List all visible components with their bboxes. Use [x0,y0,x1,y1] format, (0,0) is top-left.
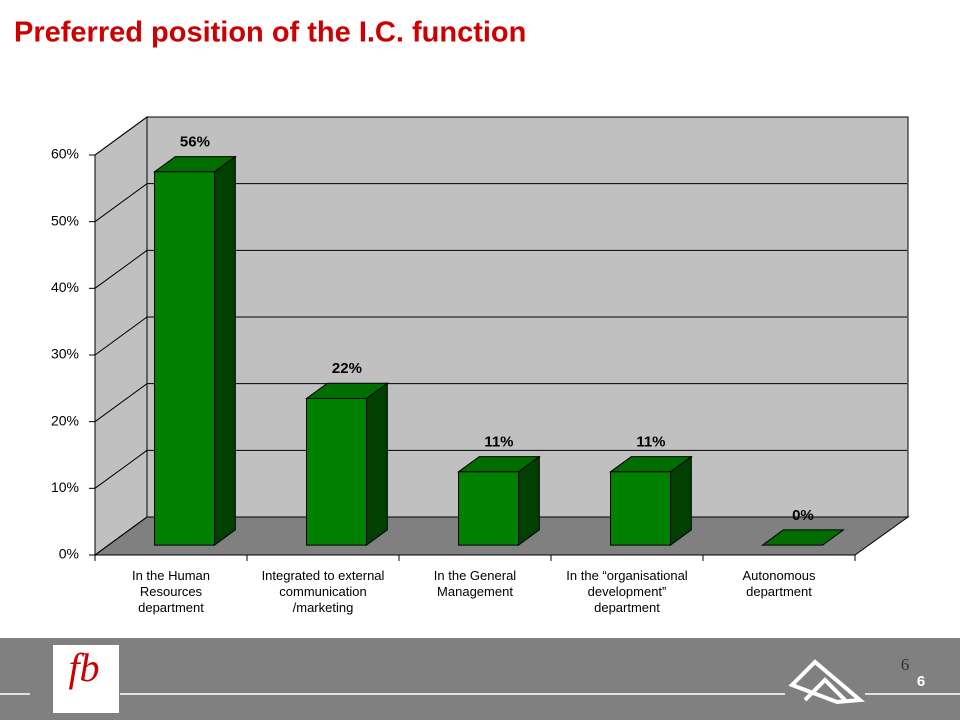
value-label: 11% [484,434,513,451]
bar [610,471,672,546]
x-tick-label: In the Human Resources department [131,568,211,615]
x-tick-label: In the “organisational development” depa… [566,568,688,615]
grid-line [94,116,148,156]
slide-number: 6 [917,673,925,690]
logo-text: fb [68,645,99,690]
x-tick-label: Autonomous department [742,568,816,599]
x-tick-label: Integrated to external communication /ma… [261,568,385,615]
footer-band [0,638,960,720]
page-number: 6 [901,655,910,674]
y-tick-label: 50% [51,212,79,228]
y-tick-label: 20% [51,412,79,428]
grid-line [94,249,148,289]
value-label: 0% [792,507,814,524]
value-label: 22% [332,360,362,377]
bar [458,471,520,546]
company-logo [788,659,865,705]
x-tick-label: In the General Management [433,568,517,599]
bar-top [760,529,845,546]
y-tick-label: 60% [51,146,79,162]
y-tick-label: 0% [59,546,79,562]
grid-line [94,183,148,223]
grid-line [94,383,148,423]
grid-line [94,516,148,556]
value-label: 56% [180,134,210,151]
bar-side [366,382,388,547]
y-tick-label: 10% [51,479,79,495]
y-tick-label: 40% [51,279,79,295]
bar [154,171,216,546]
grid-line [94,449,148,489]
logo-box [53,645,119,713]
bar [306,397,368,546]
chart-title: Preferred position of the I.C. function [14,17,526,49]
grid-line [94,316,148,356]
bar-side [214,155,236,547]
y-tick-label: 30% [51,346,79,362]
value-label: 11% [636,434,665,451]
